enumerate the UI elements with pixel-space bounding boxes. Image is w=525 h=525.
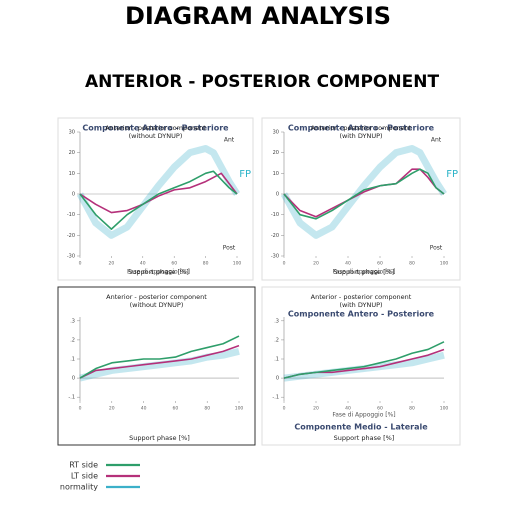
y-tick-label: 10 — [69, 171, 75, 177]
y-tick-label: .3 — [274, 318, 279, 324]
legend-label: RT side — [69, 461, 98, 470]
series-line — [283, 341, 445, 379]
y-tick-label: 10 — [273, 171, 279, 177]
original-title: Componente Antero - Posteriore — [82, 124, 229, 133]
x-tick-label: 0 — [283, 261, 286, 267]
y-tick-label: -20 — [271, 233, 279, 239]
x-tick-label: 100 — [233, 261, 242, 267]
x-tick-label: 60 — [377, 261, 383, 267]
y-tick-label: 30 — [69, 130, 75, 136]
x-tick-label: 40 — [141, 406, 147, 412]
series-line — [79, 347, 240, 382]
legend-label: LT side — [71, 472, 98, 481]
series-line — [76, 145, 240, 239]
x-axis-label: Support phase [%] — [334, 268, 395, 276]
chart-title: Anterior - posterior component — [311, 293, 412, 301]
y-tick-label: 20 — [273, 150, 279, 156]
x-tick-label: 80 — [409, 406, 415, 412]
chart-subtitle: (without DYNUP) — [130, 301, 184, 309]
chart-subtitle: (with DYNUP) — [339, 301, 382, 309]
y-tick-label: .2 — [274, 337, 279, 343]
legend-label: normality — [60, 483, 98, 492]
x-tick-label: 20 — [313, 406, 319, 412]
x-tick-label: 80 — [203, 261, 209, 267]
x-tick-label: 60 — [173, 406, 179, 412]
x-axis-label: Support phase [%] — [129, 434, 190, 442]
y-tick-label: 0 — [276, 192, 279, 198]
original-x-label: Fase di appoggio [%] — [127, 269, 190, 276]
x-tick-label: 60 — [377, 406, 383, 412]
x-tick-label: 0 — [79, 261, 82, 267]
page-title: DIAGRAM ANALYSIS — [125, 2, 391, 30]
x-tick-label: 80 — [204, 406, 210, 412]
y-tick-label: 20 — [69, 150, 75, 156]
y-tick-label: -30 — [271, 254, 279, 260]
annotation: Ant — [224, 137, 235, 144]
annotation: Post — [223, 245, 236, 252]
original-x-label: Fase di Appoggio [%] — [332, 412, 395, 419]
x-tick-label: 0 — [283, 406, 286, 412]
chart-title: Anterior - posterior component — [105, 124, 206, 132]
chart-subtitle: (without DYNUP) — [129, 132, 183, 140]
y-tick-label: -20 — [67, 233, 75, 239]
y-tick-label: 0 — [72, 376, 75, 382]
chart-title: Anterior - posterior component — [311, 124, 412, 132]
x-tick-label: 100 — [235, 406, 244, 412]
x-axis-label: Support phase [%] — [128, 268, 189, 276]
chart-panel — [57, 117, 254, 281]
y-tick-label: -10 — [271, 212, 279, 218]
original-title: Componente Antero - Posteriore — [288, 310, 435, 319]
x-tick-label: 100 — [440, 406, 449, 412]
chart-subtitle: (with DYNUP) — [339, 132, 382, 140]
y-tick-label: -30 — [67, 254, 75, 260]
y-tick-label: -10 — [67, 212, 75, 218]
x-tick-label: 60 — [171, 261, 177, 267]
x-tick-label: 40 — [345, 406, 351, 412]
original-x-label: Fase di appoggio [%] — [333, 269, 396, 276]
x-tick-label: 20 — [109, 406, 115, 412]
chart-title: Anterior - posterior component — [106, 293, 207, 301]
y-tick-label: .2 — [70, 337, 75, 343]
annotation: FP — [446, 169, 458, 180]
y-tick-label: 30 — [273, 130, 279, 136]
x-tick-label: 40 — [345, 261, 351, 267]
chart-panel — [57, 286, 256, 446]
y-tick-label: -.1 — [68, 395, 75, 401]
x-tick-label: 20 — [313, 261, 319, 267]
annotation: Componente Medio - Laterale — [294, 423, 428, 432]
series-line — [79, 172, 238, 214]
annotation: Ant — [431, 137, 442, 144]
x-tick-label: 80 — [409, 261, 415, 267]
y-tick-label: .3 — [70, 318, 75, 324]
y-tick-label: .1 — [70, 357, 75, 363]
y-tick-label: 0 — [72, 192, 75, 198]
original-title: Componente Antero - Posteriore — [288, 124, 435, 133]
series-line — [79, 344, 240, 379]
annotation: Post — [430, 245, 443, 252]
x-axis-label: Support phase [%] — [334, 434, 395, 442]
series-line — [79, 335, 240, 379]
series-line — [79, 170, 238, 230]
x-tick-label: 40 — [140, 261, 146, 267]
y-tick-label: 0 — [276, 376, 279, 382]
chart-panel — [261, 117, 461, 281]
x-tick-label: 100 — [440, 261, 449, 267]
y-tick-label: .1 — [274, 357, 279, 363]
page-subtitle: ANTERIOR - POSTERIOR COMPONENT — [85, 72, 440, 92]
series-line — [280, 145, 447, 239]
x-tick-label: 20 — [109, 261, 115, 267]
chart-panel — [261, 286, 461, 446]
series-line — [283, 168, 445, 220]
annotation: FP — [239, 169, 251, 180]
y-tick-label: -.1 — [272, 395, 279, 401]
x-tick-label: 0 — [79, 406, 82, 412]
